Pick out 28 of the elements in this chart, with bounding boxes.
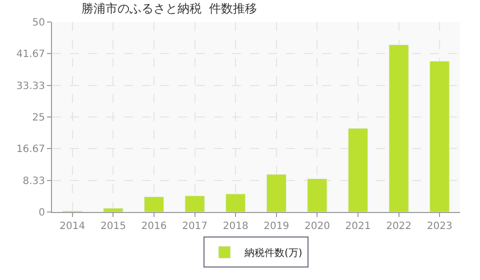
x-tick-label: 2017 xyxy=(182,221,208,232)
y-tick-label: 50 xyxy=(32,18,45,28)
bar xyxy=(348,128,368,212)
y-tick-label: 16.67 xyxy=(16,144,45,156)
legend-label: 納税件数(万) xyxy=(244,247,302,260)
x-tick-label: 2021 xyxy=(345,221,371,232)
bar xyxy=(184,196,205,212)
x-tick-label: 2020 xyxy=(304,221,330,232)
bar xyxy=(103,208,124,212)
bar xyxy=(144,196,164,212)
chart-title: 勝浦市のふるさと納税 件数推移 xyxy=(82,2,258,16)
y-tick-label: 41.67 xyxy=(16,49,45,60)
x-tick-label: 2023 xyxy=(426,221,452,232)
y-tick-label: 8.33 xyxy=(22,176,45,187)
bar xyxy=(430,60,450,212)
x-tick-label: 2014 xyxy=(60,221,86,232)
x-tick-label: 2019 xyxy=(264,221,290,232)
x-tick-label: 2015 xyxy=(100,221,126,232)
x-tick-label: 2022 xyxy=(386,221,412,232)
y-tick-label: 25 xyxy=(32,112,45,124)
bar xyxy=(266,174,286,212)
y-tick-label: 0 xyxy=(38,208,45,218)
x-tick-label: 2016 xyxy=(141,221,167,232)
y-tick-label: 33.33 xyxy=(16,80,45,92)
x-tick-label: 2018 xyxy=(222,221,248,232)
bar xyxy=(307,178,328,212)
bar xyxy=(388,44,409,212)
bar xyxy=(226,194,246,212)
